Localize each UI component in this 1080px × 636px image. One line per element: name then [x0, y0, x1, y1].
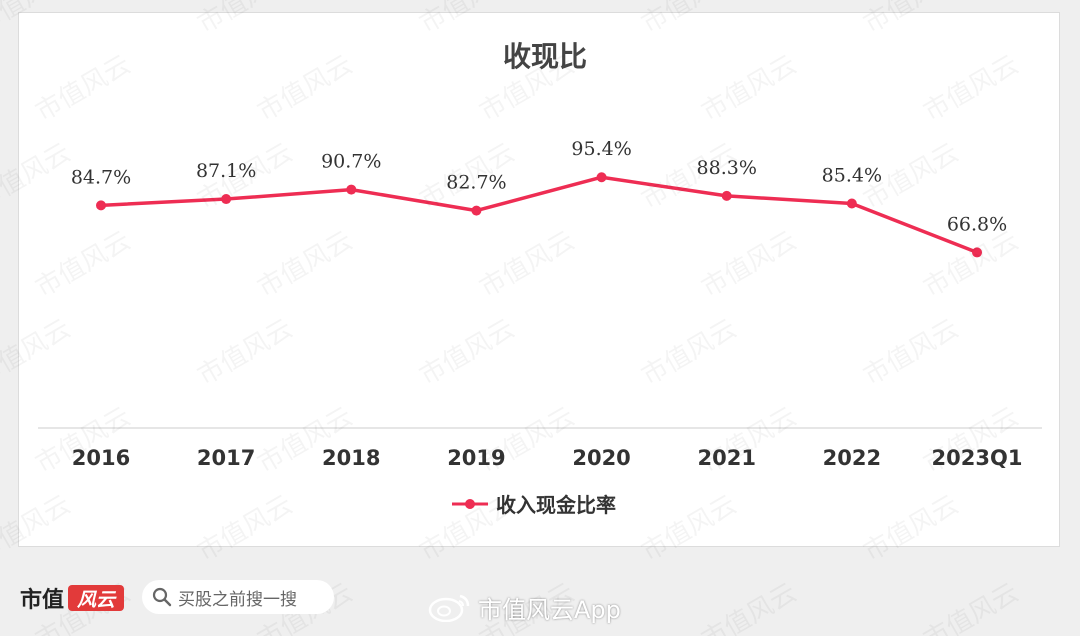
data-label: 88.3% — [697, 157, 757, 179]
legend: 收入现金比率 — [452, 493, 616, 517]
data-label: 85.4% — [822, 165, 882, 187]
x-tick-label: 2023Q1 — [932, 446, 1023, 470]
data-label: 87.1% — [196, 160, 256, 182]
data-point[interactable] — [96, 200, 106, 211]
data-label: 66.8% — [947, 213, 1007, 235]
data-point[interactable] — [721, 190, 732, 201]
x-tick-labels: 2016 2017 2018 2019 2020 2021 2022 2023Q1 — [72, 446, 1023, 470]
weibo-handle: 市值风云App — [428, 590, 621, 624]
x-tick-label: 2017 — [197, 446, 255, 470]
x-tick-label: 2022 — [823, 446, 881, 470]
data-point[interactable] — [846, 198, 857, 209]
footer-bar: 市值 风云 买股之前搜一搜 市值风云App — [0, 560, 1080, 636]
data-label: 90.7% — [321, 151, 381, 173]
data-point[interactable] — [346, 184, 357, 195]
series-line — [100, 175, 978, 255]
data-point[interactable] — [471, 205, 482, 216]
brand-text: 市值 — [20, 587, 65, 613]
data-label: 84.7% — [71, 166, 131, 188]
data-point[interactable] — [972, 247, 982, 258]
data-point[interactable] — [221, 194, 232, 205]
weibo-text: 市值风云App — [478, 595, 621, 624]
search-pill[interactable]: 买股之前搜一搜 — [142, 580, 334, 614]
x-tick-label: 2019 — [447, 446, 505, 470]
brand-logo[interactable]: 市值 风云 — [20, 580, 125, 616]
x-tick-label: 2018 — [322, 446, 380, 470]
x-tick-label: 2021 — [697, 446, 755, 470]
brand-mark: 风云 — [68, 585, 125, 611]
weibo-icon — [428, 594, 470, 622]
data-label: 82.7% — [446, 172, 506, 194]
data-label: 95.4% — [571, 138, 631, 160]
chart-title: 收现比 — [503, 40, 587, 73]
chart-card — [18, 12, 1060, 547]
data-point[interactable] — [596, 172, 607, 183]
x-tick-label: 2020 — [572, 446, 630, 470]
search-icon — [152, 587, 172, 607]
legend-label: 收入现金比率 — [496, 493, 616, 517]
x-tick-label: 2016 — [72, 446, 130, 470]
legend-marker — [465, 499, 475, 509]
series-group: 84.7% 87.1% 90.7% 82.7% 95.4% 88.3% 85.4% 66.8% — [71, 138, 1007, 258]
search-placeholder: 买股之前搜一搜 — [178, 589, 297, 610]
